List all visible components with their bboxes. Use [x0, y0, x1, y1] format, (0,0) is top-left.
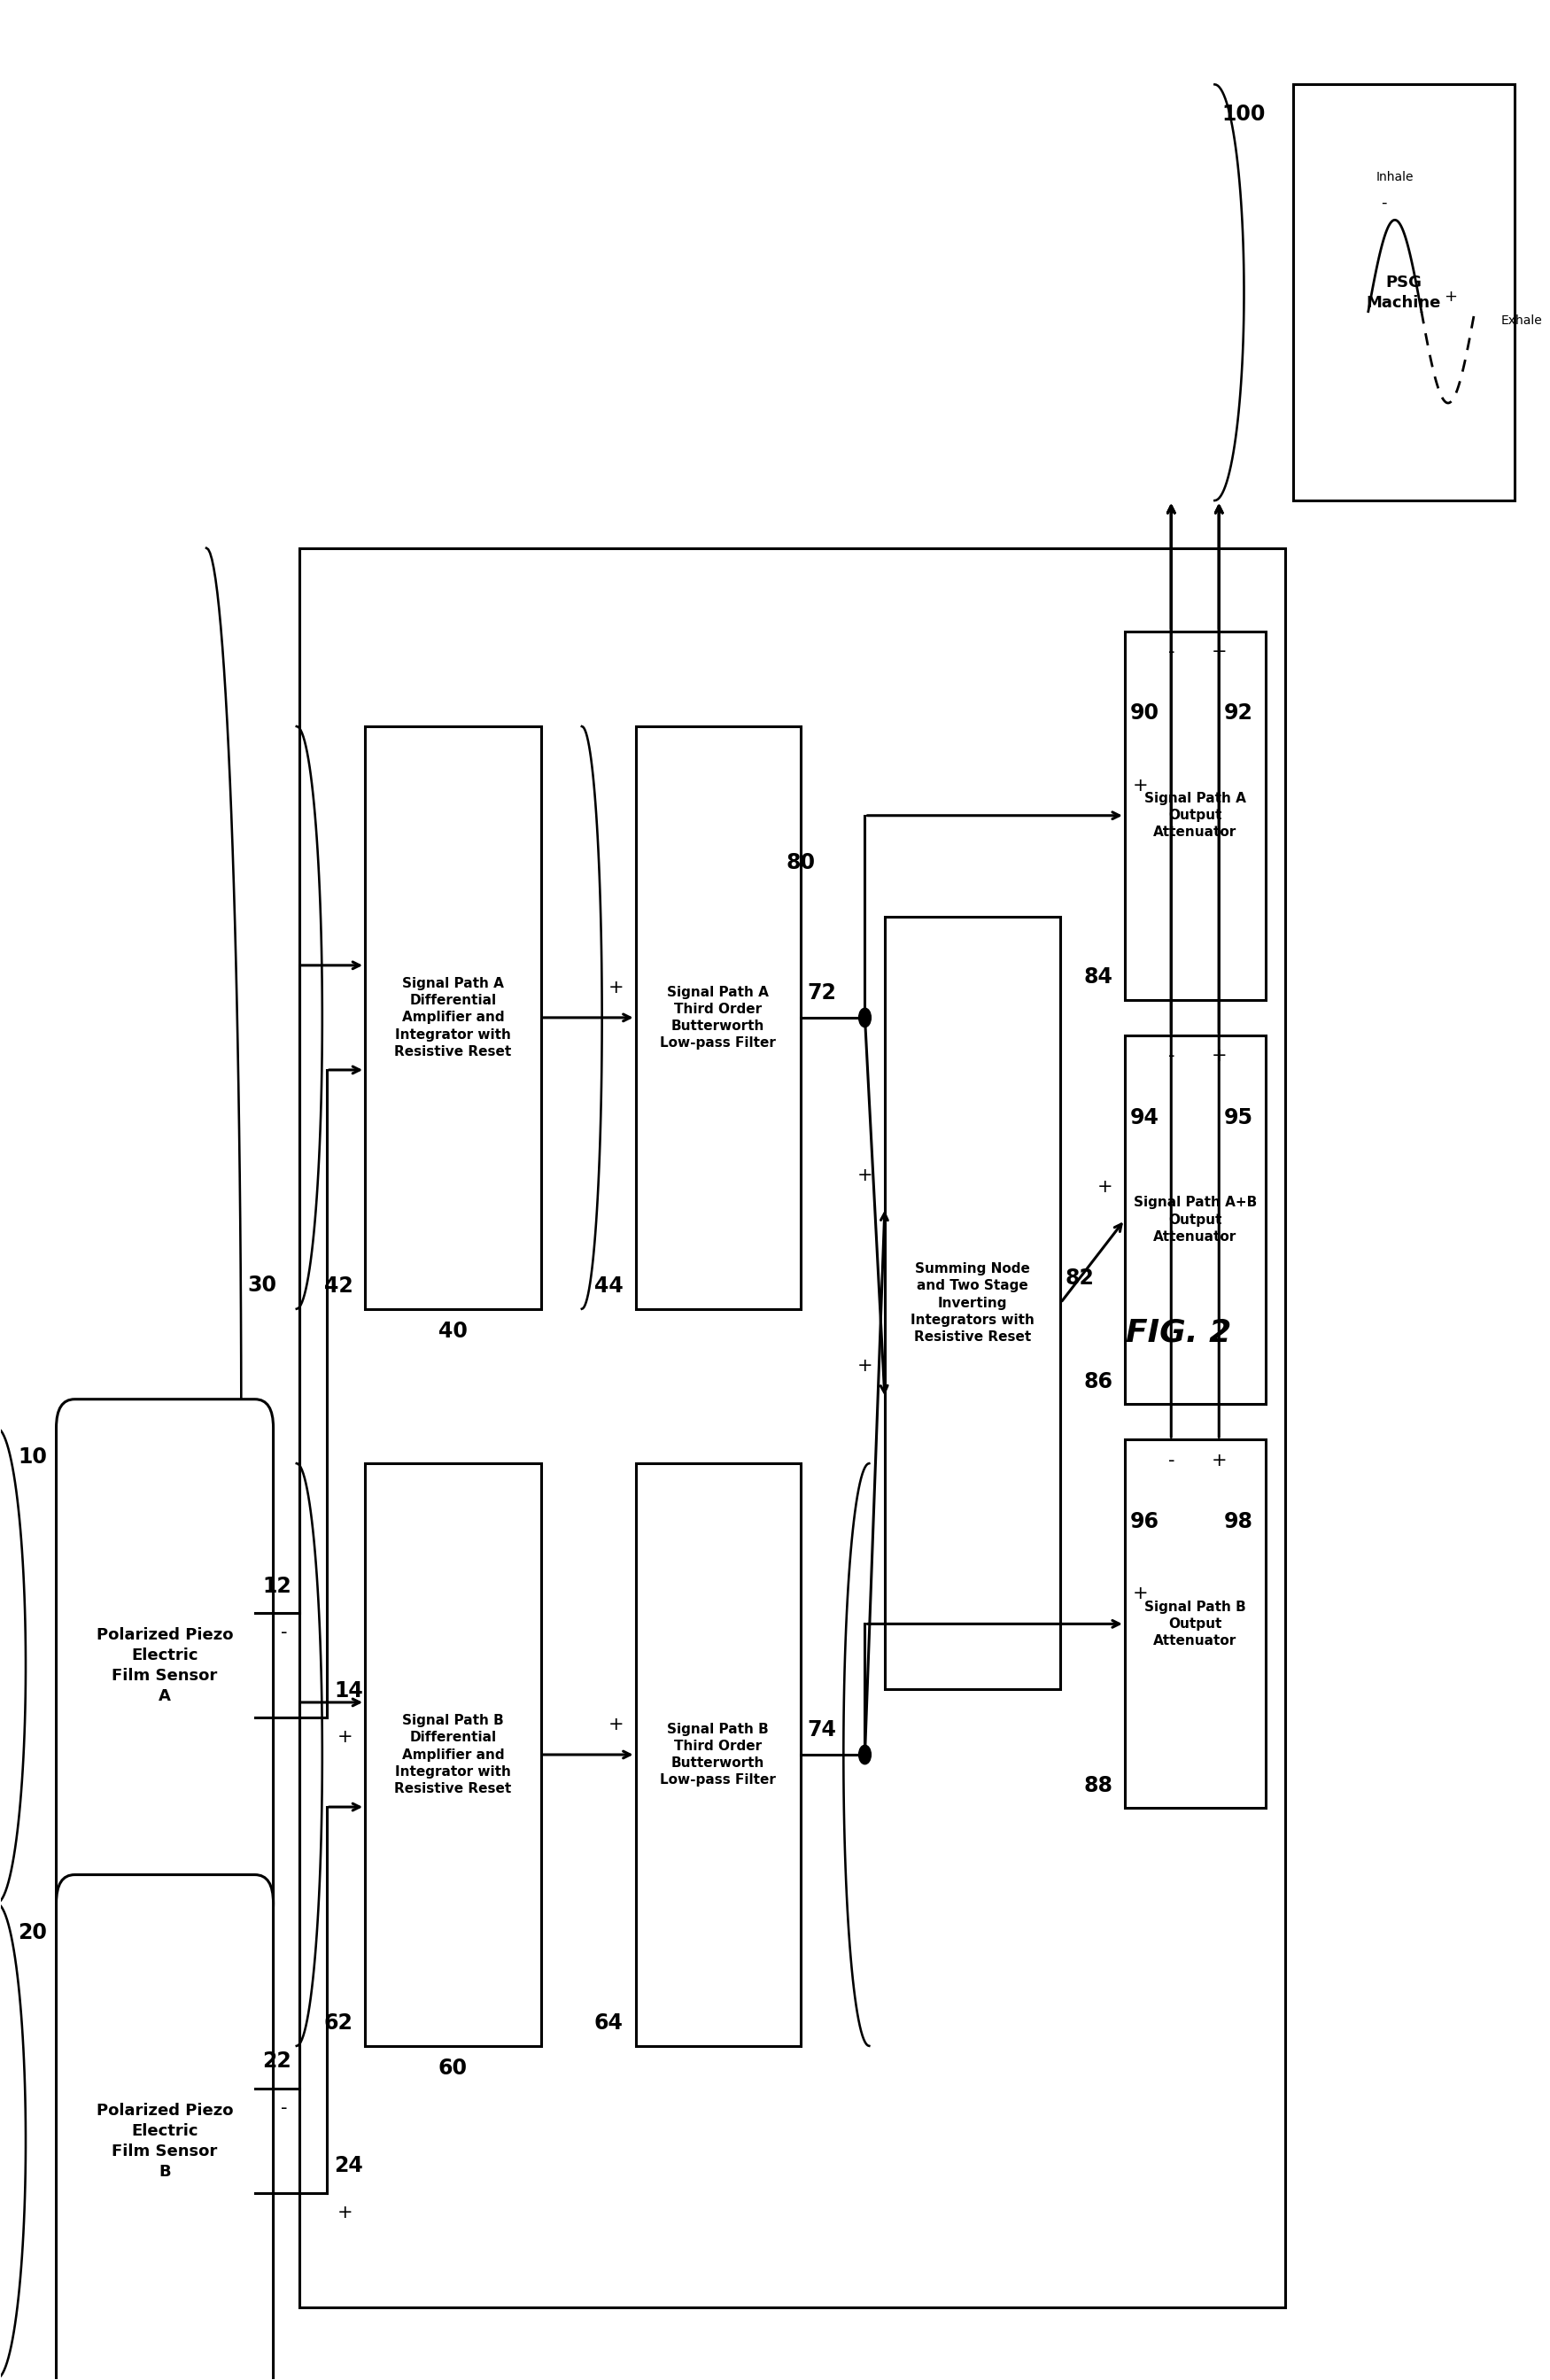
- Text: Signal Path A+B
Output
Attenuator: Signal Path A+B Output Attenuator: [1133, 1197, 1257, 1242]
- Text: +: +: [608, 978, 623, 997]
- Text: 92: 92: [1223, 702, 1252, 724]
- FancyBboxPatch shape: [299, 547, 1285, 2309]
- Text: 94: 94: [1130, 1107, 1159, 1128]
- Text: -: -: [1167, 1452, 1175, 1468]
- Text: -: -: [1167, 1047, 1175, 1066]
- Text: +: +: [1443, 288, 1457, 305]
- Text: +: +: [1211, 643, 1226, 662]
- Text: -: -: [1167, 643, 1175, 662]
- Text: 96: 96: [1130, 1511, 1159, 1533]
- FancyBboxPatch shape: [1293, 83, 1514, 500]
- Text: Signal Path B
Differential
Amplifier and
Integrator with
Resistive Reset: Signal Path B Differential Amplifier and…: [394, 1714, 512, 1795]
- Text: Signal Path B
Output
Attenuator: Signal Path B Output Attenuator: [1144, 1599, 1246, 1647]
- Text: -: -: [281, 1623, 287, 1642]
- FancyBboxPatch shape: [885, 916, 1060, 1690]
- Text: +: +: [336, 1728, 353, 1745]
- Text: 10: 10: [19, 1447, 46, 1468]
- Text: 95: 95: [1223, 1107, 1252, 1128]
- Text: 14: 14: [335, 1680, 363, 1702]
- Text: 98: 98: [1223, 1511, 1252, 1533]
- FancyBboxPatch shape: [636, 726, 801, 1309]
- Text: 30: 30: [246, 1273, 276, 1295]
- Text: +: +: [336, 2204, 353, 2221]
- Text: 64: 64: [594, 2013, 623, 2035]
- Text: Signal Path A
Output
Attenuator: Signal Path A Output Attenuator: [1144, 793, 1246, 840]
- Text: -: -: [1381, 195, 1387, 212]
- Text: 84: 84: [1083, 966, 1113, 988]
- Text: FIG. 2: FIG. 2: [1125, 1319, 1231, 1347]
- Text: 22: 22: [262, 2052, 291, 2073]
- Circle shape: [859, 1745, 871, 1764]
- Text: Polarized Piezo
Electric
Film Sensor
A: Polarized Piezo Electric Film Sensor A: [96, 1628, 232, 1704]
- Text: PSG
Machine: PSG Machine: [1367, 274, 1442, 312]
- Text: +: +: [1211, 1047, 1226, 1066]
- Text: Inhale: Inhale: [1376, 171, 1414, 183]
- Text: 80: 80: [786, 852, 815, 873]
- FancyBboxPatch shape: [56, 1399, 273, 1933]
- Text: 82: 82: [1065, 1269, 1094, 1288]
- Text: +: +: [1211, 1452, 1226, 1468]
- Text: 44: 44: [594, 1276, 623, 1297]
- Text: -: -: [281, 2099, 287, 2116]
- Text: Signal Path A
Third Order
Butterworth
Low-pass Filter: Signal Path A Third Order Butterworth Lo…: [660, 985, 777, 1050]
- Text: 72: 72: [808, 983, 837, 1004]
- FancyBboxPatch shape: [366, 726, 541, 1309]
- Text: +: +: [857, 1357, 873, 1373]
- Text: +: +: [1133, 776, 1149, 795]
- Text: 62: 62: [324, 2013, 353, 2035]
- Text: 88: 88: [1083, 1775, 1113, 1797]
- Text: 74: 74: [808, 1718, 837, 1740]
- Text: 60: 60: [439, 2059, 468, 2080]
- Text: Polarized Piezo
Electric
Film Sensor
B: Polarized Piezo Electric Film Sensor B: [96, 2102, 232, 2180]
- Text: 12: 12: [262, 1576, 291, 1597]
- Text: 86: 86: [1083, 1371, 1113, 1392]
- FancyBboxPatch shape: [1125, 631, 1265, 1000]
- Text: 90: 90: [1130, 702, 1159, 724]
- Text: +: +: [608, 1716, 623, 1733]
- Text: 20: 20: [19, 1923, 46, 1944]
- FancyBboxPatch shape: [636, 1464, 801, 2047]
- FancyBboxPatch shape: [56, 1875, 273, 2380]
- Text: 100: 100: [1221, 102, 1265, 124]
- FancyBboxPatch shape: [1125, 1035, 1265, 1404]
- Text: Signal Path A
Differential
Amplifier and
Integrator with
Resistive Reset: Signal Path A Differential Amplifier and…: [394, 976, 512, 1059]
- Text: Signal Path B
Third Order
Butterworth
Low-pass Filter: Signal Path B Third Order Butterworth Lo…: [660, 1723, 777, 1787]
- Text: +: +: [1097, 1178, 1113, 1195]
- Text: Exhale: Exhale: [1502, 314, 1542, 326]
- Text: 24: 24: [335, 2156, 363, 2178]
- Text: 42: 42: [324, 1276, 353, 1297]
- Text: 40: 40: [439, 1321, 468, 1342]
- FancyBboxPatch shape: [366, 1464, 541, 2047]
- Circle shape: [859, 1009, 871, 1028]
- Text: +: +: [857, 1166, 873, 1185]
- Text: Summing Node
and Two Stage
Inverting
Integrators with
Resistive Reset: Summing Node and Two Stage Inverting Int…: [911, 1261, 1034, 1345]
- Text: +: +: [1133, 1585, 1149, 1602]
- FancyBboxPatch shape: [1125, 1440, 1265, 1809]
